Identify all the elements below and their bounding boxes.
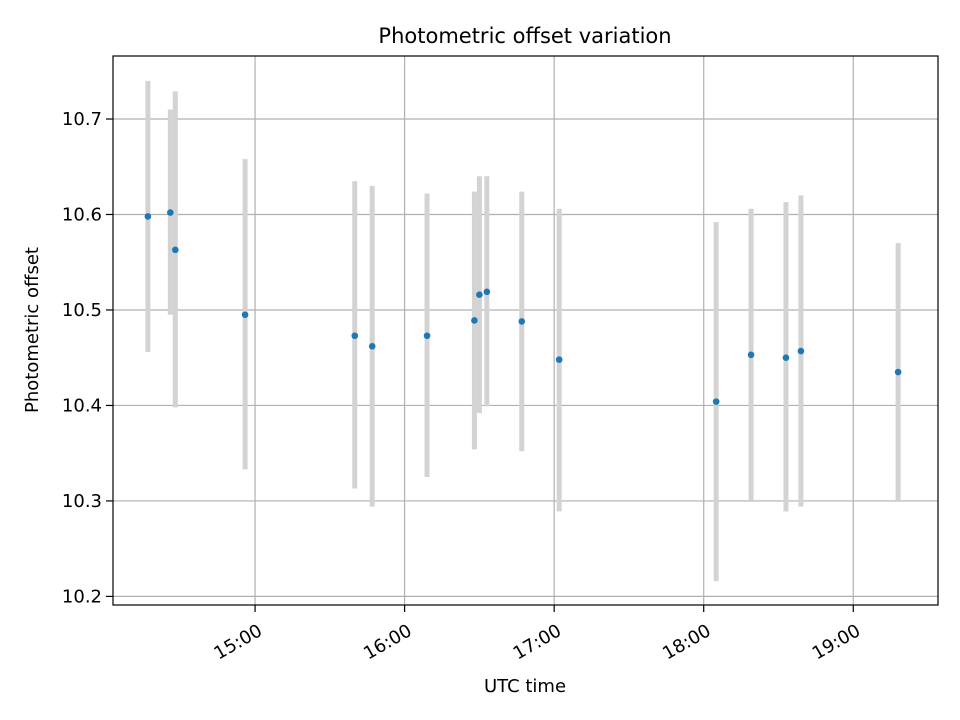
y-tick-label: 10.5 [62, 300, 102, 321]
y-tick-label: 10.6 [62, 204, 102, 225]
data-point [241, 311, 249, 319]
chart-title: Photometric offset variation [378, 24, 671, 48]
y-tick-label: 10.2 [62, 586, 102, 607]
data-point [368, 342, 376, 350]
y-axis-ticks: 10.2 10.3 10.4 10.5 10.6 10.7 [62, 109, 113, 607]
y-axis-label: Photometric offset [22, 247, 43, 413]
x-axis-label: UTC time [484, 676, 566, 697]
data-point [894, 368, 902, 376]
data-point [555, 356, 563, 363]
data-points [144, 209, 902, 405]
plot-frame [112, 55, 939, 606]
data-point [476, 291, 483, 298]
data-point [167, 209, 174, 216]
data-point [483, 288, 491, 296]
data-point [518, 318, 526, 325]
y-tick-label: 10.4 [62, 395, 102, 416]
data-point [712, 398, 720, 405]
data-point [471, 317, 478, 324]
data-point [172, 246, 179, 254]
data-point [144, 213, 152, 220]
data-point [351, 332, 359, 340]
data-point [797, 347, 805, 355]
y-tick-label: 10.7 [62, 109, 102, 130]
data-point [747, 351, 755, 359]
data-point [423, 332, 431, 340]
data-point [782, 354, 790, 362]
y-tick-label: 10.3 [62, 491, 102, 512]
